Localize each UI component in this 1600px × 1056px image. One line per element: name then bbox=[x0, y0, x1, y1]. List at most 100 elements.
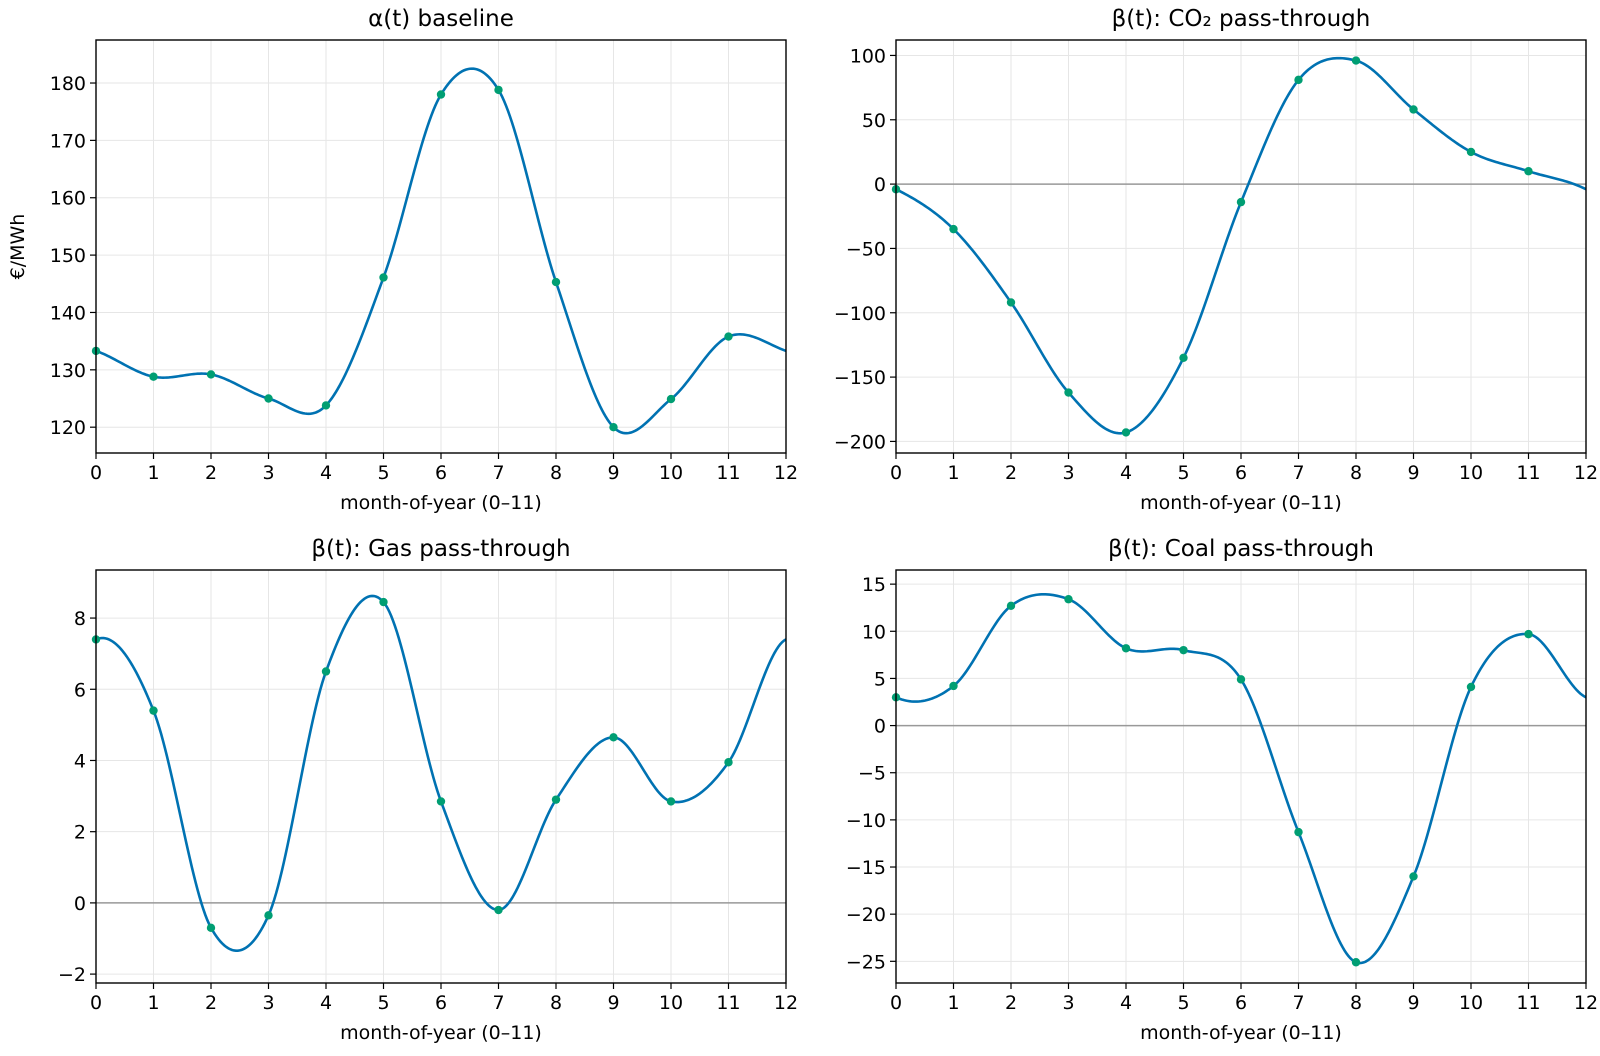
y-ticks: −25 −20 −15 −10 −5 0 5 10 15 bbox=[846, 574, 896, 973]
y-ticks: −2 0 2 4 6 8 bbox=[58, 608, 96, 986]
panel-title: β(t): Gas pass-through bbox=[311, 536, 570, 562]
y-tick-label: 170 bbox=[50, 130, 86, 152]
x-tick-label: 3 bbox=[262, 462, 274, 484]
data-point bbox=[1351, 56, 1361, 65]
x-tick-label: 0 bbox=[890, 462, 902, 484]
x-tick-label: 10 bbox=[1459, 462, 1483, 484]
data-point bbox=[1236, 675, 1246, 684]
y-tick-label: −5 bbox=[858, 763, 886, 785]
data-point bbox=[1121, 428, 1131, 437]
y-tick-label: 180 bbox=[50, 73, 86, 95]
y-tick-label: −15 bbox=[846, 857, 886, 879]
x-tick-label: 4 bbox=[1120, 462, 1132, 484]
data-point bbox=[1006, 601, 1016, 611]
y-tick-label: −50 bbox=[846, 238, 886, 260]
x-tick-label: 10 bbox=[1459, 992, 1483, 1014]
data-point bbox=[1524, 629, 1533, 639]
x-ticks: 0 1 2 3 4 5 6 7 8 9 10 11 12 bbox=[90, 453, 798, 484]
x-axis-label: month-of-year (0–11) bbox=[1140, 492, 1342, 514]
x-tick-label: 12 bbox=[774, 992, 798, 1014]
y-tick-label: 0 bbox=[874, 174, 886, 196]
x-tick-label: 11 bbox=[1516, 992, 1540, 1014]
x-tick-label: 4 bbox=[320, 992, 332, 1014]
y-tick-label: 120 bbox=[50, 417, 86, 439]
data-point bbox=[949, 681, 958, 691]
data-point bbox=[609, 733, 618, 742]
x-tick-label: 6 bbox=[435, 992, 447, 1014]
x-tick-label: 10 bbox=[659, 462, 683, 484]
y-tick-label: 2 bbox=[74, 822, 86, 844]
x-tick-label: 8 bbox=[1350, 992, 1362, 1014]
data-point bbox=[724, 758, 733, 767]
x-tick-label: 8 bbox=[550, 462, 562, 484]
x-ticks: 0 1 2 3 4 5 6 7 8 9 10 11 12 bbox=[890, 983, 1598, 1014]
y-tick-label: 50 bbox=[862, 110, 886, 132]
x-tick-label: 6 bbox=[1235, 992, 1247, 1014]
data-point bbox=[1351, 958, 1361, 967]
data-point bbox=[1179, 353, 1188, 362]
y-tick-label: 130 bbox=[50, 360, 86, 382]
series bbox=[91, 67, 786, 435]
x-tick-label: 7 bbox=[492, 462, 504, 484]
y-tick-label: 140 bbox=[50, 302, 86, 324]
y-ticks: −200 −150 −100 −50 0 50 100 bbox=[834, 45, 896, 453]
data-point bbox=[1524, 167, 1533, 176]
x-tick-label: 12 bbox=[1574, 462, 1598, 484]
x-tick-label: 2 bbox=[205, 992, 217, 1014]
data-point bbox=[1294, 827, 1303, 837]
y-tick-label: 4 bbox=[74, 750, 86, 772]
x-tick-label: 11 bbox=[716, 462, 740, 484]
data-point bbox=[494, 85, 503, 95]
y-tick-label: −10 bbox=[846, 810, 886, 832]
data-point bbox=[206, 370, 216, 379]
y-tick-label: −100 bbox=[834, 303, 886, 325]
data-point bbox=[1064, 595, 1073, 604]
x-tick-label: 9 bbox=[1407, 992, 1419, 1014]
data-point bbox=[1466, 147, 1476, 157]
x-tick-label: 2 bbox=[1005, 992, 1017, 1014]
x-tick-label: 11 bbox=[1516, 462, 1540, 484]
data-point bbox=[436, 90, 446, 99]
x-tick-label: 6 bbox=[435, 462, 447, 484]
data-point bbox=[436, 797, 446, 806]
y-tick-label: 100 bbox=[850, 45, 886, 67]
data-point bbox=[1294, 75, 1303, 85]
panel-title: α(t) baseline bbox=[368, 6, 514, 32]
y-tick-label: 15 bbox=[862, 574, 886, 596]
data-point bbox=[321, 401, 331, 410]
data-point bbox=[149, 706, 158, 715]
x-tick-label: 3 bbox=[1062, 992, 1074, 1014]
x-ticks: 0 1 2 3 4 5 6 7 8 9 10 11 12 bbox=[890, 453, 1598, 484]
data-point bbox=[666, 797, 676, 806]
data-point bbox=[321, 667, 331, 676]
x-tick-label: 12 bbox=[774, 462, 798, 484]
x-tick-label: 0 bbox=[90, 992, 102, 1014]
x-tick-label: 5 bbox=[377, 462, 389, 484]
y-tick-label: 10 bbox=[862, 621, 886, 643]
x-tick-label: 10 bbox=[659, 992, 683, 1014]
x-tick-label: 4 bbox=[320, 462, 332, 484]
x-tick-label: 0 bbox=[890, 992, 902, 1014]
x-axis-label: month-of-year (0–11) bbox=[1140, 1022, 1342, 1044]
data-point bbox=[949, 224, 958, 234]
y-tick-label: 0 bbox=[74, 893, 86, 915]
y-tick-label: 8 bbox=[74, 608, 86, 630]
data-point bbox=[1064, 388, 1073, 397]
data-point bbox=[494, 905, 503, 915]
x-tick-label: 8 bbox=[1350, 462, 1362, 484]
x-tick-label: 4 bbox=[1120, 992, 1132, 1014]
data-point bbox=[1179, 645, 1188, 655]
y-tick-label: −150 bbox=[834, 367, 886, 389]
data-point bbox=[1466, 682, 1476, 692]
data-point bbox=[379, 273, 388, 282]
data-point bbox=[264, 911, 273, 920]
x-tick-label: 3 bbox=[262, 992, 274, 1014]
data-point bbox=[724, 332, 733, 341]
y-tick-label: 160 bbox=[50, 188, 86, 210]
data-point bbox=[551, 795, 561, 804]
x-ticks: 0 1 2 3 4 5 6 7 8 9 10 11 12 bbox=[90, 983, 798, 1014]
